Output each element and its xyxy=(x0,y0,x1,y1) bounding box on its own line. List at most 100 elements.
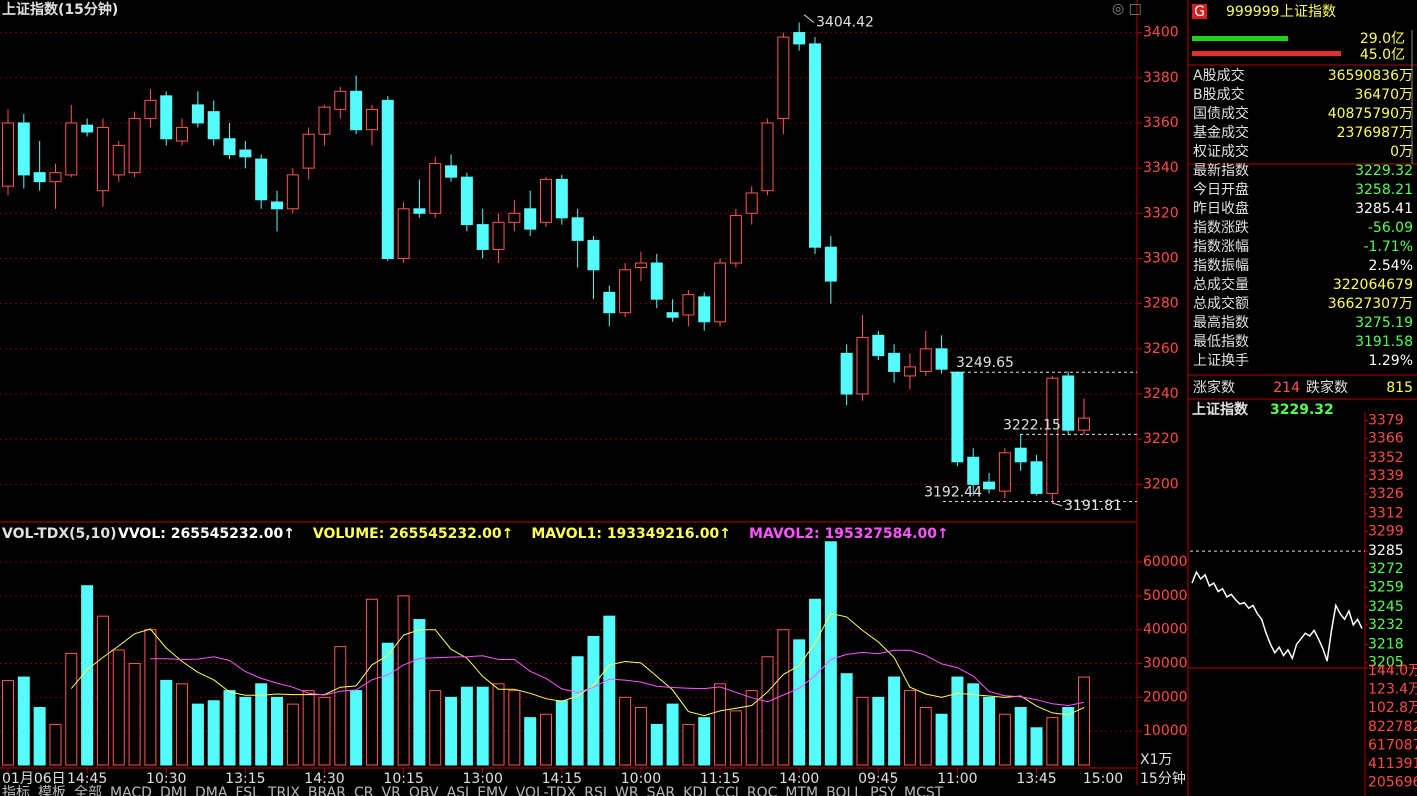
volume-bar xyxy=(524,717,537,766)
tab[interactable]: ROC xyxy=(747,785,778,796)
tab[interactable]: ASI xyxy=(447,785,470,796)
candle-body xyxy=(17,122,30,176)
mini-tick-label: 3326 xyxy=(1368,486,1404,502)
volume-bar xyxy=(365,598,378,766)
candle-body xyxy=(365,108,378,131)
candle-body xyxy=(571,217,584,241)
quote-value: 3275.19 xyxy=(1355,315,1413,331)
volume-bar xyxy=(619,696,632,766)
candle-body xyxy=(983,481,996,490)
candle-body xyxy=(729,215,742,264)
quote-value: -56.09 xyxy=(1368,220,1413,236)
candle-body xyxy=(540,178,552,223)
volume-bar xyxy=(223,690,236,766)
tab[interactable]: SAR xyxy=(647,785,676,796)
period-label: 15分钟 xyxy=(1140,770,1186,787)
volume-bar xyxy=(33,707,46,766)
volume-bar xyxy=(1046,717,1059,766)
tab[interactable]: RSI xyxy=(584,785,607,796)
pointer xyxy=(803,14,815,23)
quote-label: 最新指数 xyxy=(1193,163,1249,179)
mini-tick-label: 3285 xyxy=(1368,543,1404,559)
tab[interactable]: BOLL xyxy=(826,785,862,796)
volume-bar xyxy=(935,713,948,766)
tab[interactable]: VOL-TDX xyxy=(516,785,577,796)
tab[interactable]: CCI xyxy=(715,785,739,796)
buy-label: 29.0亿 xyxy=(1360,31,1405,47)
volume-bar xyxy=(128,663,141,766)
volume-bar xyxy=(1014,707,1027,766)
candle-body xyxy=(809,43,821,248)
tab[interactable]: OBV xyxy=(409,785,439,796)
tab[interactable]: MACD xyxy=(110,785,152,796)
tab[interactable]: FSL xyxy=(235,785,260,796)
volume-bar xyxy=(840,673,853,766)
quote-value: 3229.32 xyxy=(1355,163,1413,179)
volume-bar xyxy=(603,615,616,766)
tab[interactable]: VR xyxy=(382,785,402,796)
price-label: 3404.42 xyxy=(816,15,874,31)
volume-bar xyxy=(967,683,980,766)
volume-bar xyxy=(856,696,869,766)
tab[interactable]: EMV xyxy=(477,785,508,796)
volume-bar xyxy=(650,723,663,766)
volume-bar xyxy=(96,615,109,766)
candle-body xyxy=(128,117,141,174)
x-tick-label: 01月06日 xyxy=(2,771,66,787)
x-tick-label: 10:00 xyxy=(621,771,661,787)
mini-tick-label: 3245 xyxy=(1368,599,1404,615)
price-label: 3192.44 xyxy=(924,484,982,500)
window-buttons[interactable]: ◎ □ xyxy=(1112,1,1142,17)
candle-body xyxy=(413,208,426,214)
quote-label: 指数涨跌 xyxy=(1193,220,1249,236)
tab[interactable]: WR xyxy=(615,785,639,796)
candle-body xyxy=(555,178,568,219)
candle-body xyxy=(271,201,283,210)
volume-bar xyxy=(777,629,790,766)
volume-bar xyxy=(397,595,410,766)
tab[interactable]: DMA xyxy=(195,785,228,796)
tab[interactable]: 指标 xyxy=(2,785,30,796)
quote-value: 3285.41 xyxy=(1355,201,1413,217)
candle-body xyxy=(840,352,853,395)
y-tick-label: 3320 xyxy=(1143,205,1179,221)
tab[interactable]: CR xyxy=(354,785,374,796)
candle-body xyxy=(967,456,980,485)
tab[interactable]: MTM xyxy=(785,785,818,796)
volume-bar xyxy=(872,696,885,766)
y-tick-label: 60000 xyxy=(1143,554,1188,570)
tab[interactable]: BRAR xyxy=(308,785,346,796)
volume-bar xyxy=(571,656,584,766)
y-tick-label: 3340 xyxy=(1143,160,1179,176)
quote-label: 总成交量 xyxy=(1193,276,1249,293)
candle-body xyxy=(587,239,600,271)
tab[interactable]: KDJ xyxy=(683,785,707,796)
tab[interactable]: PSY xyxy=(870,785,896,796)
candle-body xyxy=(65,122,78,176)
tab[interactable]: MCST xyxy=(904,785,944,796)
mini-tick-label: 3312 xyxy=(1368,506,1404,522)
x-tick-label: 11:15 xyxy=(700,771,740,787)
candle-body xyxy=(761,122,774,192)
candle-body xyxy=(96,126,109,192)
tab[interactable]: DMI xyxy=(160,785,187,796)
volume-bar xyxy=(634,707,647,766)
ma-line xyxy=(70,612,1085,717)
volume-bar xyxy=(1062,707,1075,766)
x-tick-label: 13:15 xyxy=(225,771,265,787)
mini-vol-label: 102.8万 xyxy=(1368,700,1417,716)
volume-bar xyxy=(919,707,932,766)
down-label: 跌家数 xyxy=(1306,379,1348,396)
mini-tick-label: 3218 xyxy=(1368,636,1404,652)
candle-body xyxy=(998,452,1011,492)
tab[interactable]: 模板 xyxy=(38,785,66,796)
mini-price-line xyxy=(1191,570,1363,662)
mini-tick-label: 3366 xyxy=(1368,430,1404,446)
quote-label: 今日开盘 xyxy=(1193,181,1249,198)
candle-body xyxy=(33,172,46,183)
volume-bar xyxy=(555,700,568,766)
quote-value: 3258.21 xyxy=(1355,182,1413,198)
tab[interactable]: 全部 xyxy=(74,784,102,796)
quote-label: A股成交 xyxy=(1193,67,1245,84)
tab[interactable]: TRIX xyxy=(267,785,300,796)
